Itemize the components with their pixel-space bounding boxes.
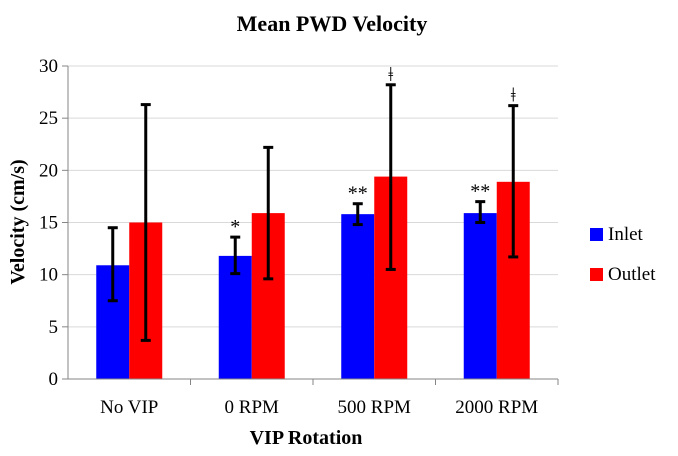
x-category-label: 500 RPM xyxy=(338,397,411,418)
significance-marker: * xyxy=(230,216,240,238)
y-tick-label: 5 xyxy=(49,317,59,338)
y-axis-title: Velocity (cm/s) xyxy=(7,159,29,284)
bars xyxy=(96,176,530,379)
y-tick-label: 20 xyxy=(39,160,58,181)
y-tick-label: 10 xyxy=(39,265,58,286)
legend-swatch xyxy=(590,268,603,281)
x-category-label: No VIP xyxy=(100,397,158,418)
significance-markers: ***ǂ**ǂ xyxy=(230,64,516,238)
y-axis-ticks: 0 5 10 15 20 25 30 xyxy=(39,56,68,390)
legend-swatch xyxy=(590,228,603,241)
significance-marker: ** xyxy=(470,181,490,203)
significance-marker: ** xyxy=(348,183,368,205)
legend: Inlet Outlet xyxy=(590,224,656,285)
significance-marker: ǂ xyxy=(511,85,516,107)
y-tick-label: 0 xyxy=(49,369,59,390)
y-tick-label: 30 xyxy=(39,56,58,77)
legend-label: Inlet xyxy=(608,224,644,245)
bar xyxy=(341,214,375,379)
significance-marker: ǂ xyxy=(388,64,393,86)
x-axis-categories: No VIP 0 RPM 500 RPM 2000 RPM xyxy=(100,379,559,418)
chart-title: Mean PWD Velocity xyxy=(237,11,428,36)
legend-label: Outlet xyxy=(608,264,656,285)
error-bars xyxy=(107,83,519,342)
x-category-label: 0 RPM xyxy=(225,397,279,418)
bar xyxy=(463,213,497,379)
bar xyxy=(218,255,252,379)
y-tick-label: 25 xyxy=(39,108,58,129)
y-tick-label: 15 xyxy=(39,213,58,234)
x-category-label: 2000 RPM xyxy=(455,397,538,418)
x-axis-title: VIP Rotation xyxy=(250,427,363,449)
